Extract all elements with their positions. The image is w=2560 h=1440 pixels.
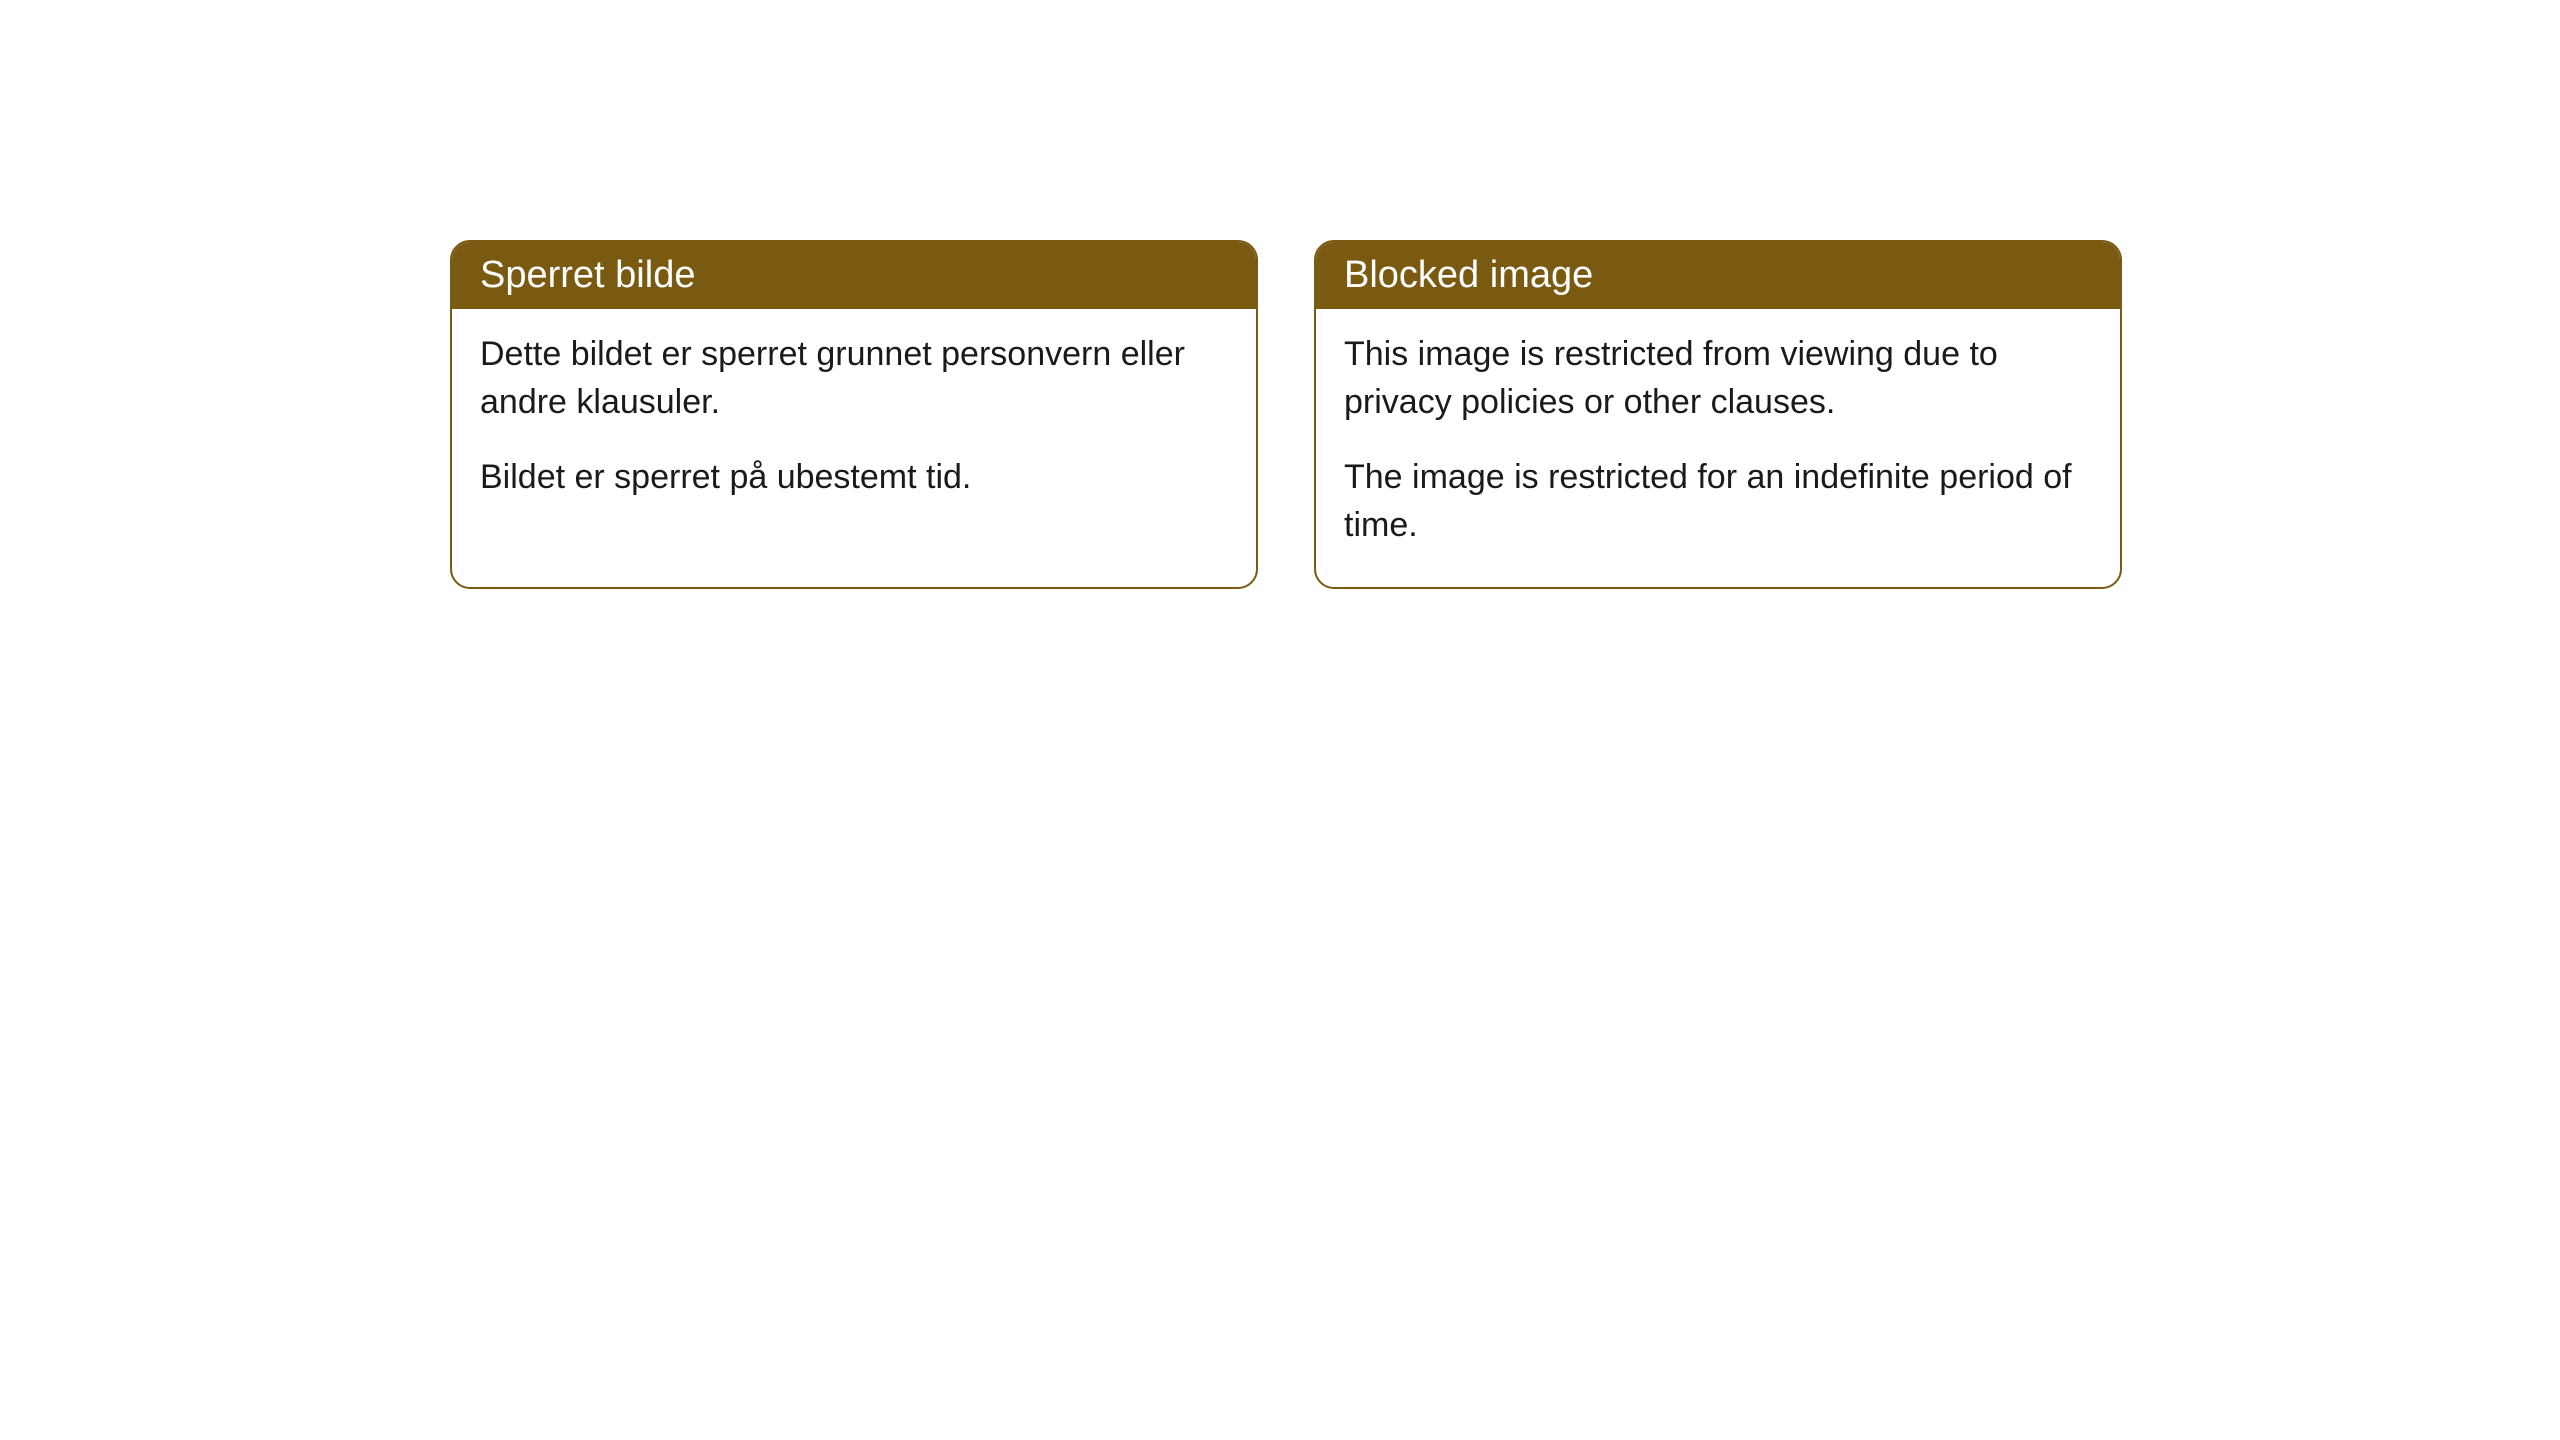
cards-container: Sperret bilde Dette bildet er sperret gr… [450, 240, 2122, 589]
card-body-english: This image is restricted from viewing du… [1316, 309, 2120, 587]
card-title: Sperret bilde [480, 254, 695, 296]
card-english: Blocked image This image is restricted f… [1314, 240, 2122, 589]
card-paragraph: Dette bildet er sperret grunnet personve… [480, 331, 1228, 426]
card-body-norwegian: Dette bildet er sperret grunnet personve… [452, 309, 1256, 540]
card-paragraph: This image is restricted from viewing du… [1344, 331, 2092, 426]
card-paragraph: The image is restricted for an indefinit… [1344, 454, 2092, 549]
card-paragraph: Bildet er sperret på ubestemt tid. [480, 454, 1228, 502]
card-norwegian: Sperret bilde Dette bildet er sperret gr… [450, 240, 1258, 589]
card-header-norwegian: Sperret bilde [452, 242, 1256, 309]
card-title: Blocked image [1344, 254, 1593, 296]
card-header-english: Blocked image [1316, 242, 2120, 309]
